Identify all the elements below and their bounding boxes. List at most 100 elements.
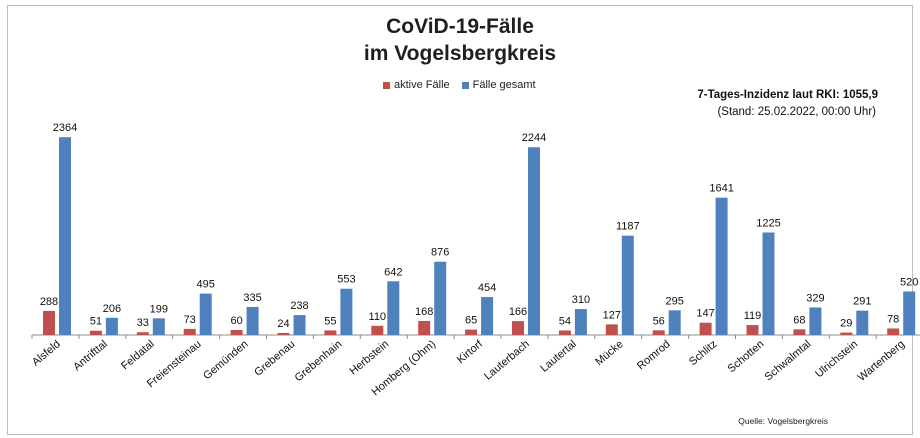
category-label-11: Lautertal <box>538 338 579 375</box>
data-label-total-2: 199 <box>150 303 168 315</box>
bar-total-4 <box>246 306 259 335</box>
category-label-4: Gemünden <box>201 338 250 382</box>
category-label-12: Mücke <box>593 338 626 368</box>
bar-active-9 <box>465 329 478 335</box>
data-label-total-16: 329 <box>806 292 824 304</box>
legend-label-active: aktive Fälle <box>394 79 450 91</box>
category-label-16: Schwalmtal <box>763 338 814 383</box>
bar-total-13 <box>668 310 681 335</box>
data-label-total-13: 295 <box>666 295 684 307</box>
bar-total-16 <box>809 307 822 335</box>
data-label-total-8: 876 <box>431 247 449 259</box>
data-label-active-17: 29 <box>840 318 852 330</box>
bar-total-7 <box>387 281 400 335</box>
legend-swatch-total <box>461 81 469 89</box>
category-label-15: Schotten <box>725 338 766 375</box>
bar-total-11 <box>574 309 587 335</box>
bar-active-17 <box>840 332 853 335</box>
category-label-9: Kirtorf <box>455 338 486 367</box>
data-label-total-7: 642 <box>384 266 402 278</box>
data-label-total-3: 495 <box>197 279 215 291</box>
data-label-active-7: 110 <box>369 311 387 323</box>
data-label-active-15: 119 <box>744 310 762 322</box>
bar-active-7 <box>371 325 384 335</box>
data-label-total-15: 1225 <box>756 218 780 230</box>
bar-active-11 <box>558 330 571 335</box>
category-label-6: Grebenhain <box>293 338 345 384</box>
data-label-total-6: 553 <box>337 274 355 286</box>
data-label-active-0: 288 <box>40 296 58 308</box>
data-label-active-18: 78 <box>887 313 899 325</box>
bar-total-15 <box>762 232 775 335</box>
data-label-total-11: 310 <box>572 294 590 306</box>
bar-total-2 <box>152 318 165 335</box>
category-label-10: Lauterbach <box>482 338 532 383</box>
bar-total-0 <box>59 137 71 335</box>
bar-total-3 <box>199 293 212 335</box>
legend-item-active: aktive Fälle <box>383 79 450 91</box>
bar-active-6 <box>324 330 337 335</box>
bar-active-0 <box>43 310 55 335</box>
data-label-total-0: 2364 <box>53 122 77 134</box>
data-label-active-16: 68 <box>793 314 805 326</box>
bar-active-13 <box>652 330 665 335</box>
data-label-active-4: 60 <box>230 315 242 327</box>
data-label-active-14: 147 <box>696 308 714 320</box>
bar-total-5 <box>293 315 306 335</box>
bar-total-18 <box>903 291 916 335</box>
bar-active-10 <box>512 321 524 335</box>
data-label-active-9: 65 <box>465 315 477 327</box>
bar-active-1 <box>89 330 102 335</box>
category-label-14: Schlitz <box>687 338 720 368</box>
bar-total-17 <box>856 310 869 335</box>
data-label-active-5: 24 <box>277 318 289 330</box>
chart-subtitle: im Vogelsbergkreis <box>363 42 557 65</box>
data-label-active-12: 127 <box>603 309 621 321</box>
data-label-total-18: 520 <box>900 276 918 288</box>
data-label-active-3: 73 <box>184 314 196 326</box>
bar-active-15 <box>746 325 759 335</box>
bar-active-3 <box>183 328 196 335</box>
chart-frame <box>7 5 913 435</box>
category-label-18: Wartenberg <box>856 338 907 384</box>
data-label-total-12: 1187 <box>616 221 640 233</box>
category-label-17: Ulrichstein <box>813 338 860 380</box>
bar-active-2 <box>136 332 149 335</box>
stand-annotation: (Stand: 25.02.2022, 00:00 Uhr) <box>717 106 876 118</box>
category-label-5: Grebenau <box>252 338 297 379</box>
data-label-active-2: 33 <box>137 317 149 329</box>
data-label-total-17: 291 <box>853 296 871 308</box>
data-label-total-9: 454 <box>478 282 496 294</box>
bar-total-9 <box>481 297 494 335</box>
bar-active-4 <box>230 329 243 335</box>
bar-total-8 <box>434 261 447 335</box>
data-label-active-10: 166 <box>509 306 527 318</box>
data-label-active-1: 51 <box>90 316 102 328</box>
legend-swatch-active <box>383 81 390 89</box>
source-note: Quelle: Vogelsbergkreis <box>738 416 828 426</box>
legend-label-total: Fälle gesamt <box>472 79 536 91</box>
bar-active-16 <box>793 329 806 335</box>
data-label-total-4: 335 <box>243 292 261 304</box>
bar-total-14 <box>715 197 728 335</box>
data-label-total-1: 206 <box>103 303 121 315</box>
bar-active-12 <box>605 324 618 335</box>
data-label-total-10: 2244 <box>522 132 546 144</box>
bar-total-1 <box>105 317 118 335</box>
category-label-13: Romrod <box>635 338 673 372</box>
category-label-7: Herbstein <box>347 338 391 377</box>
data-label-total-14: 1641 <box>709 183 733 195</box>
category-label-2: Feldatal <box>119 338 157 372</box>
data-label-active-13: 56 <box>653 315 665 327</box>
bar-active-5 <box>277 332 290 335</box>
data-label-active-11: 54 <box>559 315 571 327</box>
legend-item-total: Fälle gesamt <box>461 79 536 91</box>
category-label-0: Alsfeld <box>30 338 63 368</box>
data-label-total-5: 238 <box>290 300 308 312</box>
bar-total-12 <box>621 235 634 335</box>
category-label-1: Antrifttal <box>71 338 110 373</box>
bar-total-6 <box>340 288 353 335</box>
bar-active-14 <box>699 322 712 335</box>
data-label-active-6: 55 <box>324 315 336 327</box>
